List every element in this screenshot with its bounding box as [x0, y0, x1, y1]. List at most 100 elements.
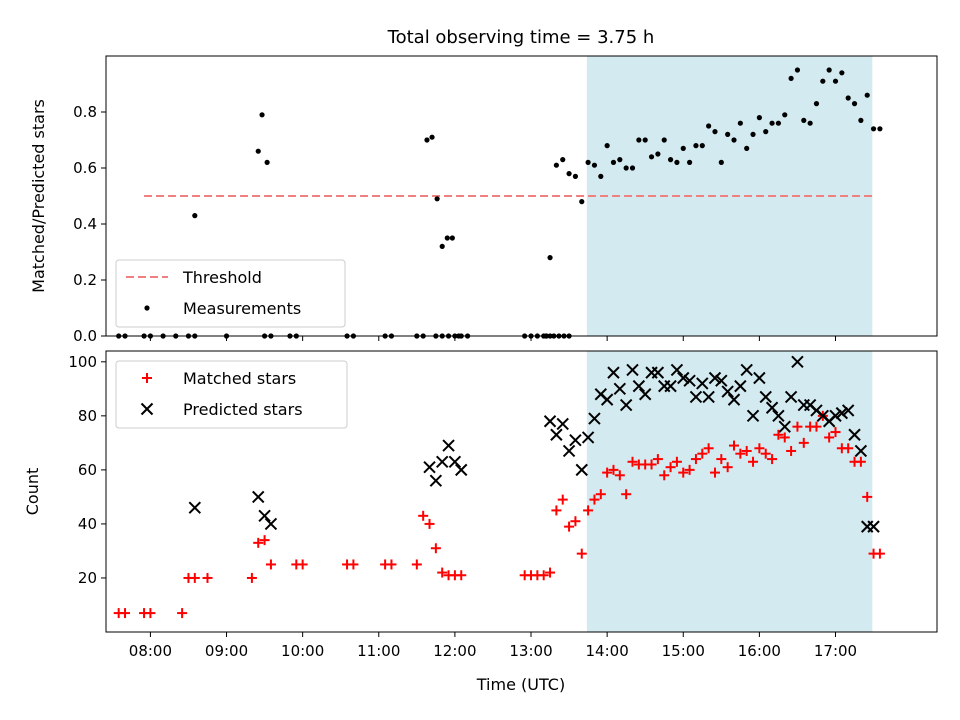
data-point-dot [725, 131, 731, 137]
data-point-x [696, 377, 709, 390]
x-marker-b [759, 390, 772, 404]
legend-item: Matched stars [142, 369, 296, 388]
data-point-plus [259, 535, 270, 546]
legend-label: Predicted stars [183, 400, 303, 419]
data-point-x [765, 401, 779, 414]
data-point-x [613, 382, 627, 396]
data-point-x [638, 388, 652, 401]
x-tick-label: 11:00 [357, 642, 400, 660]
data-point-dot [801, 117, 807, 123]
data-point-dot [832, 78, 839, 84]
data-point-dot [877, 126, 883, 132]
data-point-x [721, 385, 734, 398]
data-point-plus [735, 448, 746, 459]
data-point-dot [623, 165, 629, 171]
data-point-x [683, 374, 696, 387]
data-point-dot [706, 123, 712, 129]
x-marker-b [594, 388, 608, 401]
shaded-region [586, 351, 873, 632]
x-marker-b [721, 385, 734, 398]
x-marker-b [810, 404, 823, 417]
x-marker-b [727, 393, 741, 406]
data-point-plus [456, 570, 467, 581]
x-tick-label: 08:00 [129, 642, 172, 660]
x-marker-b [670, 363, 684, 377]
data-point-dot [424, 137, 430, 143]
data-point-plus [779, 432, 790, 443]
data-point-x [252, 490, 265, 504]
data-point-plus [614, 470, 625, 481]
data-point-dot [144, 305, 150, 311]
y-tick-label: 60 [78, 461, 97, 479]
data-point-x [791, 355, 804, 369]
data-point-plus [792, 421, 803, 432]
data-point-x [746, 409, 760, 423]
x-marker-b [550, 428, 563, 441]
data-point-plus [437, 567, 448, 578]
data-point-x [619, 398, 633, 412]
data-point-dot [661, 137, 667, 143]
x-marker-b [264, 517, 278, 531]
data-point-plus [386, 559, 397, 570]
data-point-plus [297, 559, 308, 570]
data-point-plus [684, 464, 695, 475]
y-axis-label: Matched/Predicted stars [29, 99, 48, 293]
legend: Threshold Measurements [115, 259, 346, 328]
x-marker-b [677, 371, 690, 385]
data-point-dot [259, 112, 265, 118]
bottom-panel: 20 40 60 80 100 08:00 09:00 10:00 11:00 12:00 13:0… [23, 350, 938, 660]
data-point-x [588, 412, 601, 425]
data-point-dot [674, 159, 680, 165]
data-point-plus [621, 489, 632, 500]
data-point-dot [642, 137, 648, 143]
data-point-plus [703, 443, 714, 454]
data-point-x [448, 455, 462, 468]
plot-frame [105, 350, 938, 633]
data-point-plus [754, 443, 765, 454]
data-point-x [569, 433, 582, 447]
data-point-dot [769, 120, 775, 126]
data-point-x [455, 463, 468, 477]
data-point-x [753, 371, 766, 385]
data-point-x [556, 417, 569, 431]
data-point-x [702, 390, 715, 404]
x-marker-b [734, 379, 747, 393]
data-point-dot [839, 70, 845, 76]
data-point-dot [750, 131, 756, 137]
data-point-plus [602, 467, 613, 478]
data-point-plus [551, 505, 562, 516]
data-point-dot [744, 145, 750, 151]
x-marker-b [753, 371, 766, 385]
x-marker-b [619, 398, 633, 412]
data-point-plus [729, 440, 740, 451]
data-point-plus [583, 505, 594, 516]
data-point-dot [870, 126, 877, 132]
data-point-plus [202, 572, 213, 583]
data-point-dot [598, 173, 604, 179]
data-point-x [562, 444, 576, 458]
data-point-dot [851, 101, 858, 107]
data-point-plus [690, 454, 701, 465]
data-point-x [670, 363, 684, 377]
data-point-x [264, 517, 278, 531]
x-marker-b [664, 379, 677, 393]
legend-label: Measurements [183, 299, 301, 318]
x-marker-b [638, 388, 652, 401]
x-marker-b [258, 509, 271, 523]
data-point-plus [824, 432, 835, 443]
legend-item: Threshold [126, 268, 262, 287]
x-marker-b [435, 455, 449, 468]
data-point-plus [811, 421, 822, 432]
x-marker-b [429, 474, 443, 487]
data-point-x [632, 379, 646, 393]
legend-box [115, 360, 348, 429]
data-point-dot [255, 148, 261, 154]
data-point-dot [788, 75, 794, 81]
data-point-x [664, 379, 677, 393]
x-marker-b [696, 377, 709, 390]
data-point-plus [608, 464, 619, 475]
data-point-dot [858, 117, 864, 123]
data-point-plus [576, 548, 587, 559]
x-marker-b [607, 366, 620, 379]
